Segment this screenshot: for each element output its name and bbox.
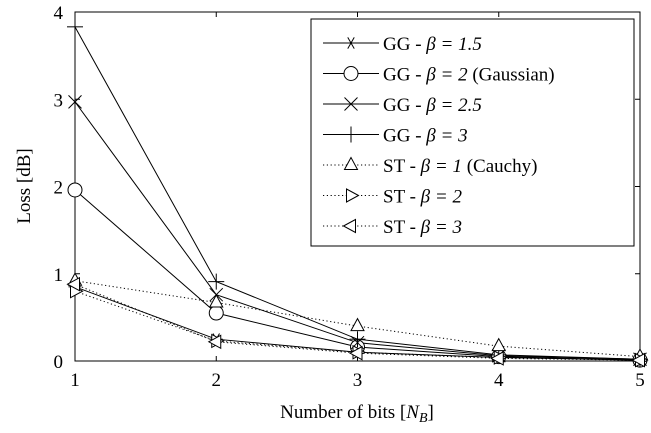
- x-tick-label: 4: [494, 370, 504, 391]
- series-markers: [66, 18, 649, 368]
- data-point-6-2: [348, 345, 363, 361]
- data-point-6-1: [207, 334, 222, 350]
- legend-label-0: GG - β = 1.5: [383, 34, 482, 55]
- legend-label-6: ST - β = 3: [383, 217, 462, 238]
- x-tick-label: 1: [70, 370, 80, 391]
- x-tick-label: 5: [635, 370, 645, 391]
- legend-marker-0: [344, 37, 358, 49]
- legend-marker-1: [343, 66, 359, 81]
- legend-label-2: GG - β = 2.5: [383, 95, 482, 116]
- y-tick-label: 3: [54, 90, 64, 111]
- data-point-6-0: [66, 276, 80, 292]
- x-tick-label: 2: [212, 370, 222, 391]
- data-point-3-0: [67, 18, 83, 35]
- x-tick-label: 3: [353, 370, 363, 391]
- legend-marker-5: [346, 188, 360, 203]
- y-tick-label: 2: [54, 178, 64, 199]
- x-axis-label: Number of bits [NB]: [280, 402, 434, 426]
- legend-marker-6: [342, 218, 356, 234]
- data-point-4-1: [208, 293, 224, 308]
- data-point-6-3: [490, 351, 504, 366]
- data-point-6-4: [631, 352, 645, 368]
- y-axis: 0 1 2 3 4: [54, 3, 640, 373]
- data-point-1-1: [208, 305, 224, 321]
- legend: GG - β = 1.5 GG - β = 2 (Gaussian) GG - β …: [310, 18, 635, 247]
- legend-marker-2: [344, 97, 358, 111]
- legend-box: [310, 18, 635, 247]
- series-line-6: [74, 283, 641, 361]
- legend-label-4: ST - β = 1 (Cauchy): [383, 156, 537, 177]
- legend-label-3: GG - β = 3: [383, 126, 468, 147]
- data-point-4-3: [491, 337, 507, 352]
- y-tick-label: 1: [54, 265, 64, 286]
- legend-marker-3: [343, 126, 359, 143]
- data-point-2-0: [68, 95, 82, 109]
- y-axis-label: Loss [dB]: [14, 148, 35, 223]
- y-tick-label: 0: [54, 352, 64, 373]
- y-tick-label: 4: [54, 3, 64, 24]
- legend-label-1: GG - β = 2 (Gaussian): [383, 65, 555, 86]
- data-point-3-2: [349, 331, 366, 348]
- series-line-5: [74, 290, 641, 361]
- legend-marker-4: [343, 156, 359, 170]
- legend-label-5: ST - β = 2: [383, 187, 462, 208]
- data-point-1-0: [67, 182, 83, 198]
- data-point-3-1: [208, 273, 225, 290]
- data-point-4-2: [350, 317, 365, 332]
